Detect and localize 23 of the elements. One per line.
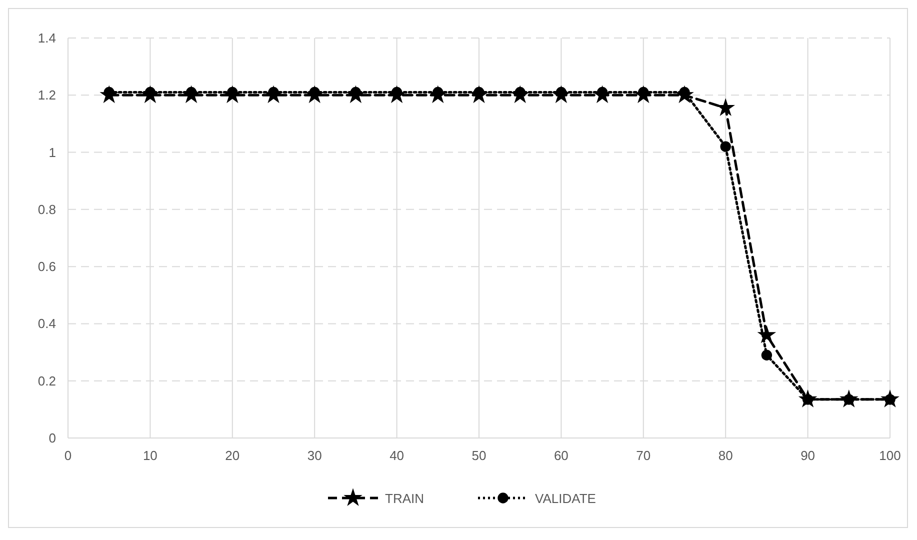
x-tick-label: 60 — [554, 448, 568, 463]
y-tick-label: 0.4 — [38, 316, 56, 332]
y-tick-label: 0.6 — [38, 259, 56, 274]
y-tick-label: 1.4 — [38, 30, 56, 46]
x-tick-label: 70 — [636, 448, 651, 463]
x-tick-label: 90 — [800, 448, 816, 463]
y-tick-label: 0.2 — [38, 373, 56, 388]
legend-label: TRAIN — [385, 491, 424, 506]
x-tick-label: 10 — [142, 448, 158, 463]
y-tick-label: 1 — [48, 144, 56, 160]
x-tick-label: 40 — [390, 448, 404, 463]
x-tick-label: 30 — [307, 448, 322, 463]
y-tick-label: 0 — [48, 430, 56, 446]
point — [761, 350, 772, 360]
point — [720, 141, 731, 152]
x-tick-label: 100 — [879, 448, 901, 463]
y-tick-label: 1.2 — [38, 88, 56, 103]
x-tick-label: 80 — [718, 448, 733, 463]
x-tick-label: 0 — [64, 448, 72, 463]
y-tick-label: 0.8 — [38, 202, 56, 217]
x-tick-label: 20 — [225, 448, 240, 463]
x-tick-label: 50 — [472, 448, 486, 463]
legend-label: VALIDATE — [535, 491, 596, 506]
